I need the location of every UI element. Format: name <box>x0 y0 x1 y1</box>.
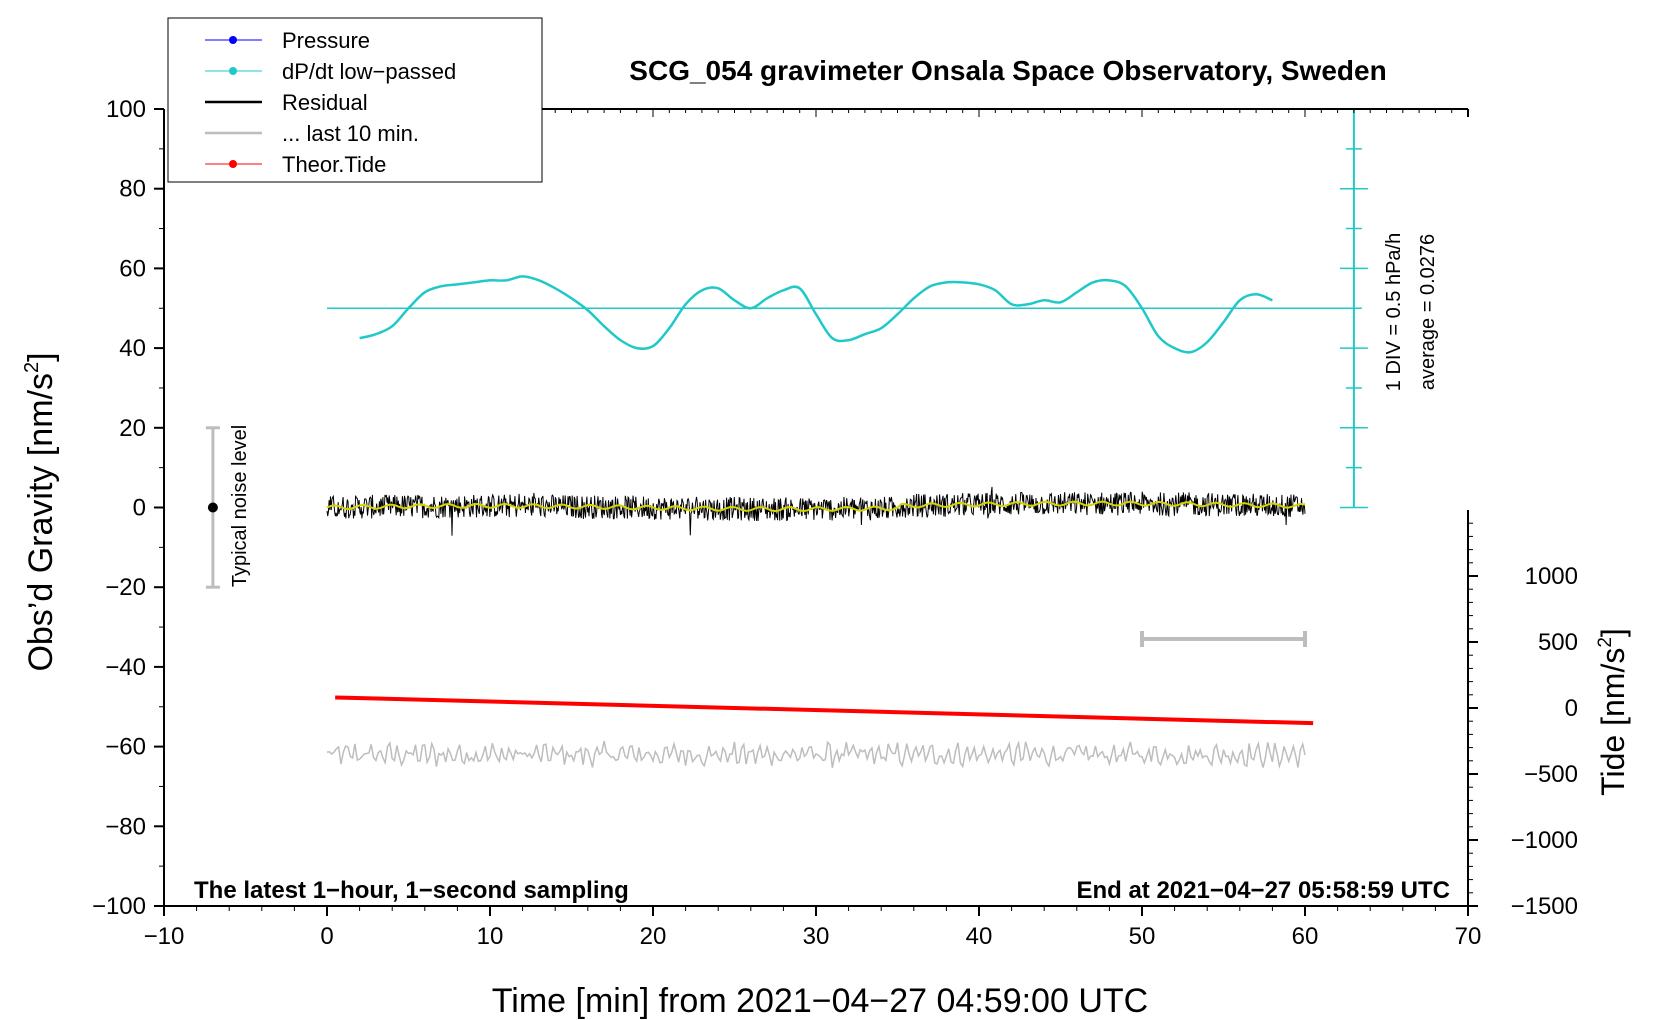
legend-marker <box>229 67 237 75</box>
x-tick-label: 60 <box>1292 923 1319 950</box>
y-tick-label: −40 <box>105 654 146 681</box>
tide-tick-label: −1500 <box>1511 893 1578 920</box>
y-tick-label: −20 <box>105 574 146 601</box>
y-tick-label: 20 <box>119 415 146 442</box>
x-tick-label: 20 <box>640 923 667 950</box>
last10-series-line <box>326 740 1306 770</box>
x-tick-label: −10 <box>144 923 185 950</box>
legend-label: ... last 10 min. <box>282 121 419 146</box>
x-tick-label: 30 <box>803 923 830 950</box>
y-tick-label: −100 <box>92 893 146 920</box>
y-tick-label: 40 <box>119 335 146 362</box>
y-tick-label: 0 <box>133 495 146 522</box>
noise-bar-label: Typical noise level <box>229 425 251 587</box>
residual-smoothed-line <box>326 500 1306 513</box>
legend-label: Pressure <box>282 28 370 53</box>
y-axis-label-main-text: Obs’d Gravity [nm/s <box>22 373 60 672</box>
tide-tick-label: 0 <box>1565 695 1578 722</box>
dpdt-series-line <box>359 275 1273 354</box>
pressure-axis-group <box>327 108 1368 509</box>
y-tick-label: −60 <box>105 734 146 761</box>
y-axis-label-tide-sup: 2 <box>1595 637 1616 648</box>
y-axis-label-main: Obs’d Gravity [nm/s2] <box>21 352 60 671</box>
pressure-axis-label-average: average = 0.0276 <box>1417 234 1439 390</box>
tide-tick-label: −500 <box>1524 761 1578 788</box>
series-group <box>205 275 1314 770</box>
y-tick-label: 60 <box>119 255 146 282</box>
legend-label: Residual <box>282 90 368 115</box>
tide-tick-label: 1000 <box>1525 563 1578 590</box>
x-tick-label: 40 <box>966 923 993 950</box>
tide-tick-label: −1000 <box>1511 827 1578 854</box>
legend-entries: Pressure dP/dt low−passed Residual ... last… <box>205 28 456 177</box>
tide-tick-label: 500 <box>1538 629 1578 656</box>
pressure-axis-label-div: 1 DIV = 0.5 hPa/h <box>1383 233 1405 391</box>
tide-series-line <box>335 695 1314 726</box>
y-axis-label-tide-text: Tide [nm/s <box>1595 648 1631 796</box>
axes-group: −10 0 10 20 30 40 50 60 70100806040200−20−40−60−… <box>92 96 1578 950</box>
x-tick-label: 0 <box>320 923 333 950</box>
y-tick-label: −80 <box>105 813 146 840</box>
legend-box <box>167 17 543 183</box>
legend-marker <box>229 160 237 168</box>
x-axis-label: Time [min] from 2021−04−27 04:59:00 UTC <box>492 982 1148 1020</box>
legend-marker <box>229 36 237 44</box>
legend: Pressure dP/dt low−passed Residual ... last… <box>167 17 543 183</box>
x-tick-label: 70 <box>1455 923 1482 950</box>
legend-label: Theor.Tide <box>282 152 386 177</box>
y-axis-label-main-sup: 2 <box>21 362 43 373</box>
x-tick-label: 10 <box>477 923 504 950</box>
y-axis-label-tide-end: ] <box>1595 628 1631 637</box>
legend-label: dP/dt low−passed <box>282 59 456 84</box>
y-tick-label: 100 <box>106 96 146 123</box>
annotation-bottom-right: End at 2021−04−27 05:58:59 UTC <box>1076 877 1450 904</box>
y-tick-label: 80 <box>119 176 146 203</box>
chart-title: SCG_054 gravimeter Onsala Space Observat… <box>629 55 1386 86</box>
y-axis-label-main-end: ] <box>22 352 60 361</box>
annotation-bottom-left: The latest 1−hour, 1−second sampling <box>194 877 629 904</box>
noise-bar-point <box>207 502 218 513</box>
x-tick-label: 50 <box>1129 923 1156 950</box>
y-axis-label-tide: Tide [nm/s2] <box>1595 628 1631 796</box>
